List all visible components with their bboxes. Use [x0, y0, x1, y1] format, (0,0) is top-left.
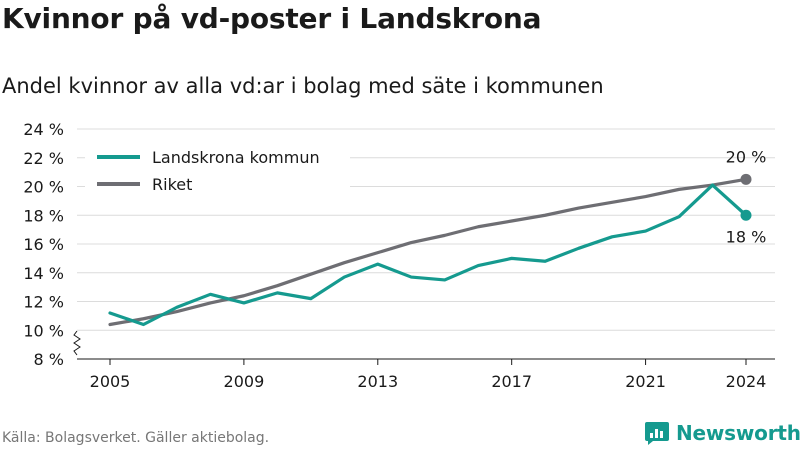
- x-tick-label: 2005: [90, 372, 131, 391]
- series-line-riket: [108, 177, 748, 327]
- line-chart: 8 % 10 % 12 % 14 % 16 % 18 % 20 % 22 % 24 % 2005 2…: [23, 120, 775, 391]
- newsworthy-logo-icon: [645, 422, 669, 445]
- x-tick-label: 2009: [224, 372, 265, 391]
- legend-label: Riket: [152, 175, 192, 194]
- y-tick-label: 10 %: [23, 321, 64, 340]
- y-tick-label: 18 %: [23, 206, 64, 225]
- y-tick-label: 12 %: [23, 293, 64, 312]
- x-tick-label: 2013: [357, 372, 398, 391]
- y-tick-label: 24 %: [23, 120, 64, 139]
- y-tick-label: 16 %: [23, 235, 64, 254]
- y-tick-label: 8 %: [34, 350, 64, 369]
- legend-label: Landskrona kommun: [152, 148, 320, 167]
- legend: Landskrona kommun Riket: [85, 137, 350, 197]
- axis-break-icon: [73, 330, 81, 356]
- chart-title: Kvinnor på vd-poster i Landskrona: [2, 2, 542, 35]
- y-tick-label: 22 %: [23, 149, 64, 168]
- x-tick-label: 2021: [625, 372, 666, 391]
- y-tick-label: 14 %: [23, 264, 64, 283]
- source-note: Källa: Bolagsverket. Gäller aktiebolag.: [2, 430, 270, 446]
- brand-name: Newsworthy: [676, 421, 800, 445]
- x-tick-label: 2017: [491, 372, 532, 391]
- series-lines: [108, 173, 752, 327]
- series-end-point: [740, 209, 752, 221]
- y-tick-label: 20 %: [23, 178, 64, 197]
- end-label-landskrona: 18 %: [726, 227, 767, 246]
- x-tick-label: 2024: [726, 372, 767, 391]
- brand-logo: Newsworthy: [644, 419, 800, 447]
- chart-subtitle: Andel kvinnor av alla vd:ar i bolag med …: [2, 74, 604, 98]
- series-end-point: [740, 173, 752, 185]
- series-line-landskrona: [108, 183, 748, 327]
- end-labels: 20 % 18 %: [726, 147, 767, 246]
- legend-background: [85, 137, 350, 197]
- end-label-riket: 20 %: [726, 147, 767, 166]
- axes: 8 % 10 % 12 % 14 % 16 % 18 % 20 % 22 % 24 % 2005 2…: [23, 120, 775, 391]
